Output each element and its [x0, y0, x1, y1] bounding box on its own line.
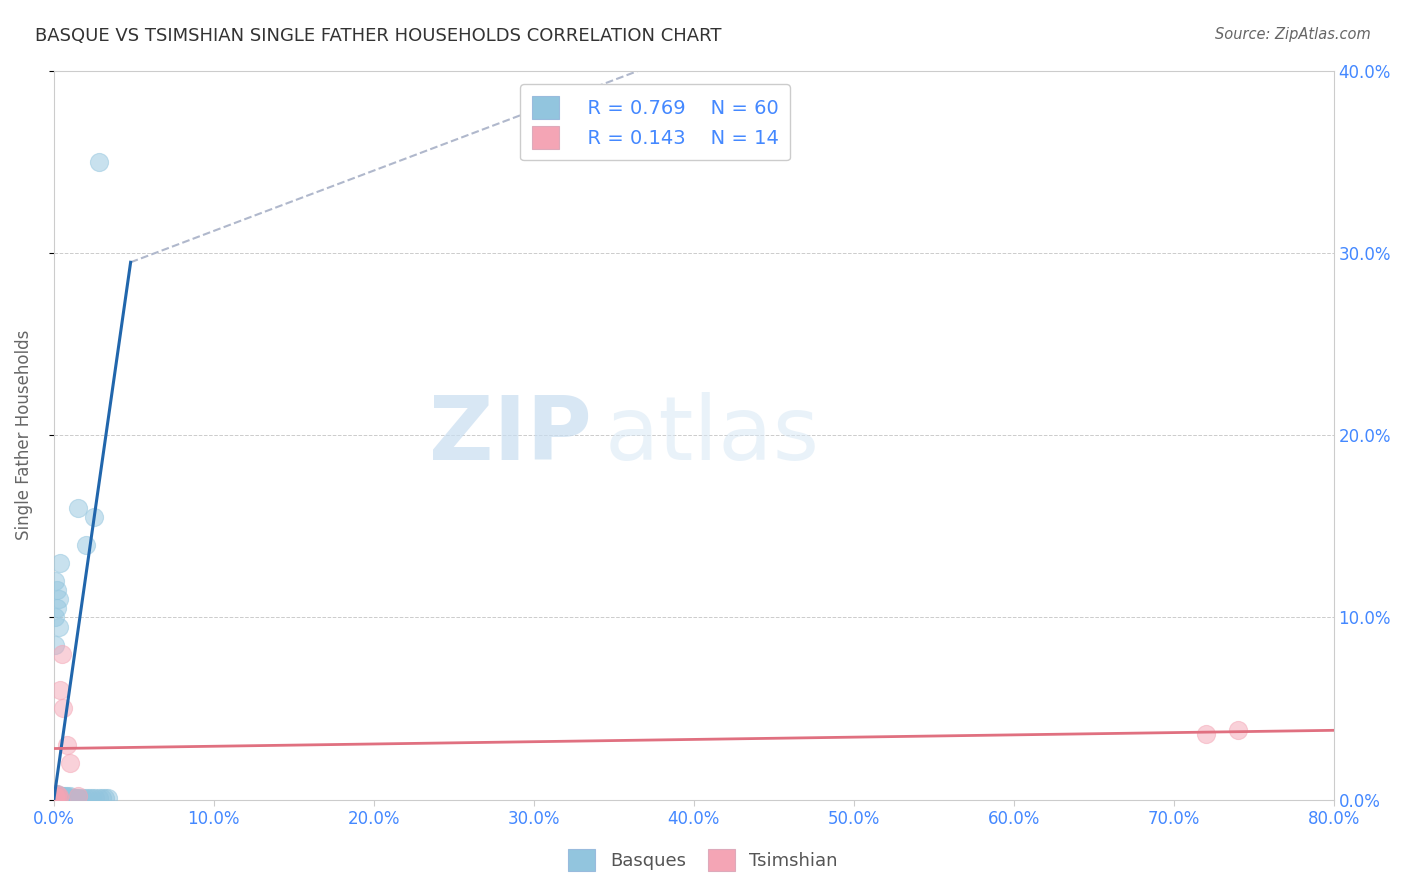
Text: atlas: atlas — [605, 392, 820, 479]
Point — [44, 574, 66, 588]
Point — [49, 790, 72, 805]
Point — [65, 790, 87, 805]
Text: Source: ZipAtlas.com: Source: ZipAtlas.com — [1215, 27, 1371, 42]
Point — [52, 789, 75, 803]
Point — [48, 790, 70, 805]
Legend:   R = 0.769    N = 60,   R = 0.143    N = 14: R = 0.769 N = 60, R = 0.143 N = 14 — [520, 85, 790, 161]
Point — [46, 787, 69, 801]
Point — [52, 790, 75, 805]
Point — [62, 790, 84, 805]
Point — [46, 789, 69, 803]
Point — [66, 790, 89, 805]
Point — [75, 790, 97, 805]
Point — [48, 790, 70, 805]
Point — [46, 583, 69, 598]
Point — [44, 789, 66, 803]
Point — [48, 619, 70, 633]
Point — [87, 790, 110, 805]
Point — [55, 789, 77, 803]
Point — [94, 790, 117, 805]
Point — [48, 789, 70, 803]
Point — [46, 790, 69, 805]
Point — [51, 790, 73, 805]
Point — [77, 790, 100, 805]
Point — [48, 790, 70, 805]
Point — [59, 789, 82, 803]
Point — [44, 790, 66, 805]
Point — [84, 790, 107, 805]
Point — [48, 790, 70, 805]
Legend: Basques, Tsimshian: Basques, Tsimshian — [561, 842, 845, 879]
Point — [53, 790, 76, 805]
Point — [48, 789, 70, 803]
Text: BASQUE VS TSIMSHIAN SINGLE FATHER HOUSEHOLDS CORRELATION CHART: BASQUE VS TSIMSHIAN SINGLE FATHER HOUSEH… — [35, 27, 721, 45]
Point — [46, 790, 69, 805]
Point — [83, 510, 105, 524]
Point — [48, 592, 70, 607]
Point — [82, 790, 104, 805]
Point — [49, 790, 72, 805]
Point — [44, 790, 66, 805]
Point — [51, 790, 73, 805]
Point — [90, 790, 112, 805]
Point — [52, 790, 75, 805]
Point — [46, 787, 69, 801]
Point — [55, 790, 77, 805]
Point — [51, 647, 73, 661]
Point — [46, 601, 69, 615]
Point — [46, 790, 69, 805]
Point — [44, 610, 66, 624]
Point — [44, 787, 66, 801]
Point — [49, 790, 72, 805]
Point — [52, 701, 75, 715]
Point — [58, 790, 80, 805]
Point — [72, 790, 94, 805]
Point — [59, 756, 82, 770]
Point — [87, 155, 110, 169]
Point — [53, 789, 76, 803]
Point — [58, 790, 80, 805]
Point — [97, 790, 120, 805]
Text: ZIP: ZIP — [429, 392, 592, 479]
Point — [51, 789, 73, 803]
Point — [66, 789, 89, 803]
Point — [59, 790, 82, 805]
Point — [51, 790, 73, 805]
Point — [46, 790, 69, 805]
Y-axis label: Single Father Households: Single Father Households — [15, 330, 32, 541]
Point — [63, 790, 86, 805]
Point — [44, 638, 66, 652]
Point — [66, 501, 89, 516]
Point — [44, 790, 66, 805]
Point — [60, 790, 83, 805]
Point — [49, 683, 72, 698]
Point — [1195, 727, 1218, 741]
Point — [75, 537, 97, 551]
Point — [44, 789, 66, 803]
Point — [1226, 723, 1249, 738]
Point — [49, 556, 72, 570]
Point — [49, 789, 72, 803]
Point — [48, 789, 70, 803]
Point — [67, 790, 90, 805]
Point — [55, 738, 77, 752]
